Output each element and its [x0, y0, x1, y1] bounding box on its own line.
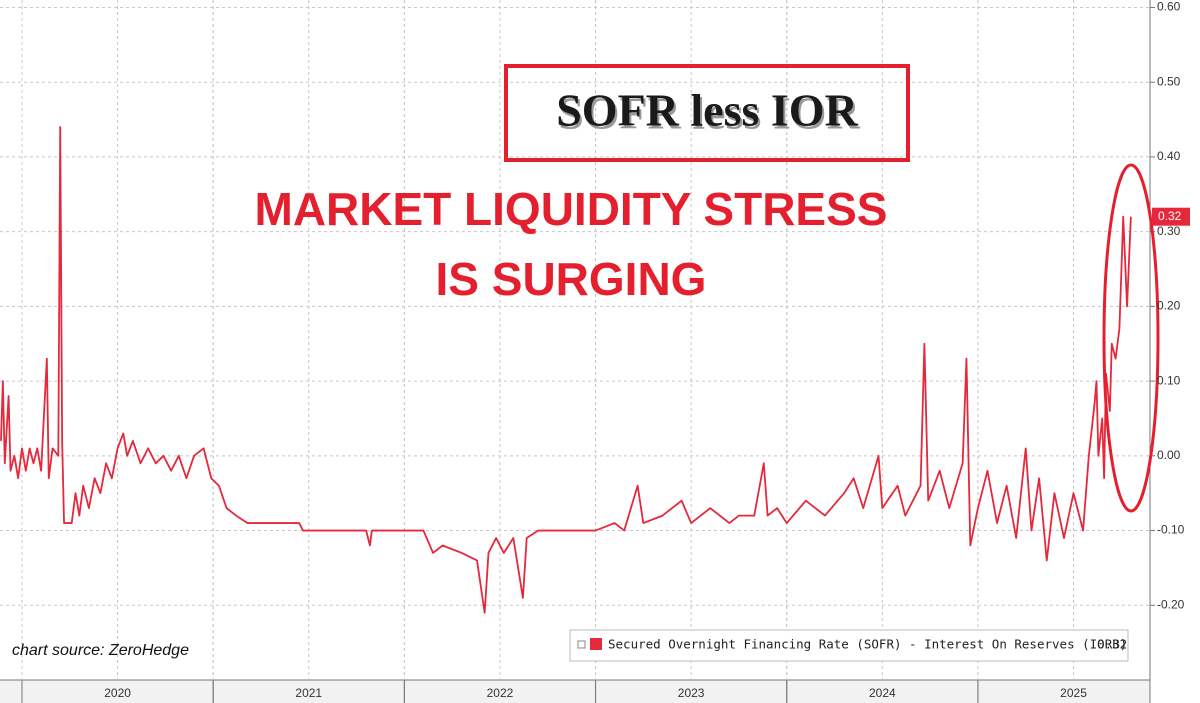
- x-tick-label: 2022: [487, 686, 514, 700]
- legend-box: [569, 629, 1129, 662]
- title-box: [504, 64, 910, 162]
- y-tick-label: 0.60: [1157, 0, 1181, 14]
- legend-value: 0.32: [1097, 637, 1127, 652]
- y-tick-label: 0.40: [1157, 149, 1181, 163]
- legend-toggle: [577, 640, 586, 649]
- grid: [0, 0, 1155, 703]
- source-note: chart source: ZeroHedge: [12, 642, 189, 659]
- x-tick-label: 2023: [678, 686, 705, 700]
- annotation: IS SURGING: [436, 253, 707, 305]
- title-shadow: SOFR less IOR: [558, 88, 860, 139]
- y-tick-label: 0.20: [1157, 299, 1181, 313]
- y-tick-label: 0.30: [1157, 224, 1181, 238]
- legend: Secured Overnight Financing Rate (SOFR) …: [569, 629, 1129, 662]
- y-tick-label: -0.10: [1157, 523, 1185, 537]
- x-tick-label: 2024: [869, 686, 896, 700]
- highlight-ellipse: [1102, 163, 1160, 513]
- x-tick-label: 2020: [104, 686, 131, 700]
- legend-swatch: [590, 638, 602, 650]
- x-tick-label: 2021: [295, 686, 322, 700]
- x-axis-band: [0, 680, 1150, 703]
- series-line: [0, 126, 1132, 614]
- y-tick-label: 0.50: [1157, 74, 1181, 88]
- annotation: MARKET LIQUIDITY STRESS: [255, 183, 888, 235]
- last-value-label: 0.32: [1158, 209, 1182, 223]
- last-value-tag: [1152, 207, 1190, 226]
- x-tick-label: 2025: [1060, 686, 1087, 700]
- plot: [0, 126, 1132, 614]
- y-tick-label: -0.20: [1157, 597, 1185, 611]
- y-tick-label: 0.00: [1157, 448, 1181, 462]
- y-tick-label: 0.10: [1157, 373, 1181, 387]
- chart-title: SOFR less IOR: [556, 85, 858, 136]
- legend-label: Secured Overnight Financing Rate (SOFR) …: [608, 637, 1127, 652]
